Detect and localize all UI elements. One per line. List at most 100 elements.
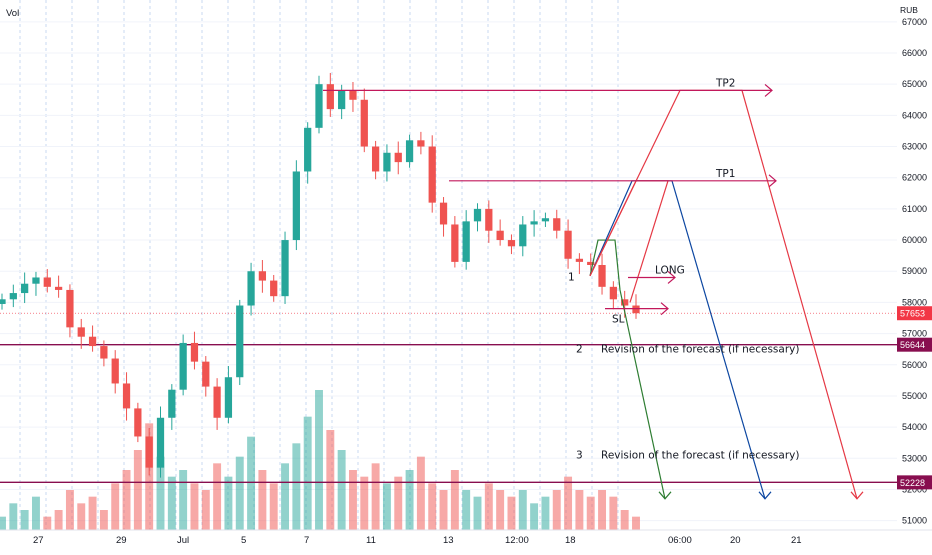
volume-bar bbox=[518, 490, 527, 530]
candle-body bbox=[224, 377, 233, 418]
volume-bar bbox=[258, 470, 267, 530]
candle-body bbox=[496, 230, 504, 241]
target-arrows: TP2 TP1 LONG SL bbox=[323, 77, 777, 326]
volume-bar bbox=[201, 490, 210, 530]
y-tick-label: 55000 bbox=[902, 391, 927, 401]
candle-body bbox=[32, 277, 40, 284]
candle-body bbox=[439, 202, 448, 225]
candle-body bbox=[417, 140, 425, 147]
volume-bar bbox=[303, 416, 312, 530]
candle-body bbox=[428, 146, 436, 203]
volume-bar bbox=[9, 503, 18, 530]
target-arrowhead bbox=[660, 302, 669, 316]
volume-bar bbox=[507, 496, 516, 530]
y-tick-label: 56000 bbox=[902, 360, 927, 370]
candle-body bbox=[156, 417, 165, 468]
volume-label: Vol bbox=[6, 8, 19, 19]
candle-body bbox=[9, 293, 17, 300]
volume-bar bbox=[292, 443, 301, 530]
candle-body bbox=[270, 280, 278, 297]
target-label: TP1 bbox=[715, 168, 735, 180]
x-tick-label: 20 bbox=[730, 535, 741, 546]
target-arrowhead bbox=[764, 83, 773, 97]
target-label: TP2 bbox=[715, 77, 735, 89]
volume-bar bbox=[99, 510, 108, 530]
volume-bar bbox=[122, 470, 131, 530]
x-tick-label: 06:00 bbox=[668, 535, 692, 546]
volume-bar bbox=[349, 470, 357, 530]
annotation-label: 3 bbox=[576, 450, 583, 462]
volume-bar bbox=[484, 483, 493, 530]
candle-body bbox=[54, 286, 63, 290]
volume-bar bbox=[371, 463, 380, 530]
volume-bar bbox=[360, 476, 369, 530]
candle-body bbox=[507, 240, 516, 247]
volume-bar bbox=[337, 450, 346, 530]
y-tick-label: 52000 bbox=[902, 484, 927, 494]
x-tick-label: 13 bbox=[443, 535, 454, 546]
volume-bar bbox=[179, 470, 188, 530]
candle-body bbox=[383, 152, 391, 172]
candle-body bbox=[609, 286, 617, 300]
price-badge bbox=[897, 306, 932, 321]
y-tick-label: 61000 bbox=[902, 204, 927, 214]
x-tick-label: Jul bbox=[177, 535, 189, 546]
volume-bar bbox=[473, 496, 482, 530]
candle-body bbox=[338, 90, 346, 110]
candle-body bbox=[202, 361, 210, 387]
candle-body bbox=[587, 261, 595, 265]
volume-bar bbox=[598, 490, 606, 530]
volume-bar bbox=[145, 423, 154, 530]
y-tick-label: 66000 bbox=[902, 48, 927, 58]
x-tick-label: 27 bbox=[33, 535, 44, 546]
candle-body bbox=[21, 283, 29, 294]
price-axis: 51000 52000 53000 54000 55000 56000 57000 58000… bbox=[897, 17, 932, 526]
y-tick-label: 51000 bbox=[902, 516, 927, 526]
volume-bar bbox=[586, 496, 595, 530]
volume-bar bbox=[632, 516, 640, 530]
target-label: LONG bbox=[655, 264, 685, 276]
candle-body bbox=[66, 289, 74, 328]
volume-bar bbox=[77, 503, 86, 530]
annotations: 1 2 3 Revision of the forecast (if necessar… bbox=[568, 272, 799, 462]
volume-bar bbox=[620, 510, 629, 530]
price-badge-label: 57653 bbox=[900, 309, 925, 319]
candle-body bbox=[519, 224, 527, 247]
annotation-label: 2 bbox=[576, 343, 583, 355]
volume-bar bbox=[111, 483, 120, 530]
volume-bar bbox=[564, 476, 573, 530]
candle-body bbox=[179, 342, 187, 390]
volume-bar bbox=[156, 456, 165, 530]
candle-body bbox=[111, 358, 119, 384]
currency-label: RUB bbox=[900, 5, 918, 15]
candle-body bbox=[122, 383, 131, 409]
candle-body bbox=[394, 152, 402, 163]
volume-bar bbox=[32, 496, 40, 530]
forecast-path bbox=[589, 239, 666, 499]
y-tick-label: 57000 bbox=[902, 329, 927, 339]
candle-body bbox=[485, 208, 493, 231]
time-axis: 27 29 Jul 5 7 11 13 12:00 18 06:00 20 21 bbox=[0, 529, 932, 546]
y-tick-label: 62000 bbox=[902, 173, 927, 183]
candle-body bbox=[564, 230, 572, 259]
y-tick-label: 67000 bbox=[902, 17, 927, 27]
candle-body bbox=[168, 389, 176, 418]
volume-bar bbox=[43, 516, 52, 530]
candle-body bbox=[190, 342, 199, 362]
annotation-label: 1 bbox=[568, 272, 575, 284]
candle-body bbox=[134, 408, 142, 437]
candle-body bbox=[236, 305, 244, 378]
candle-body bbox=[451, 224, 459, 262]
candle-body bbox=[405, 140, 414, 163]
volume-bar bbox=[315, 390, 323, 530]
candle-body bbox=[575, 258, 584, 262]
y-tick-label: 58000 bbox=[902, 297, 927, 307]
candle-body bbox=[632, 305, 640, 314]
candle-body bbox=[473, 208, 482, 222]
target-arrowhead bbox=[768, 174, 777, 188]
volume-bar bbox=[224, 476, 233, 530]
volume-bar bbox=[416, 456, 425, 530]
y-tick-label: 63000 bbox=[902, 142, 927, 152]
